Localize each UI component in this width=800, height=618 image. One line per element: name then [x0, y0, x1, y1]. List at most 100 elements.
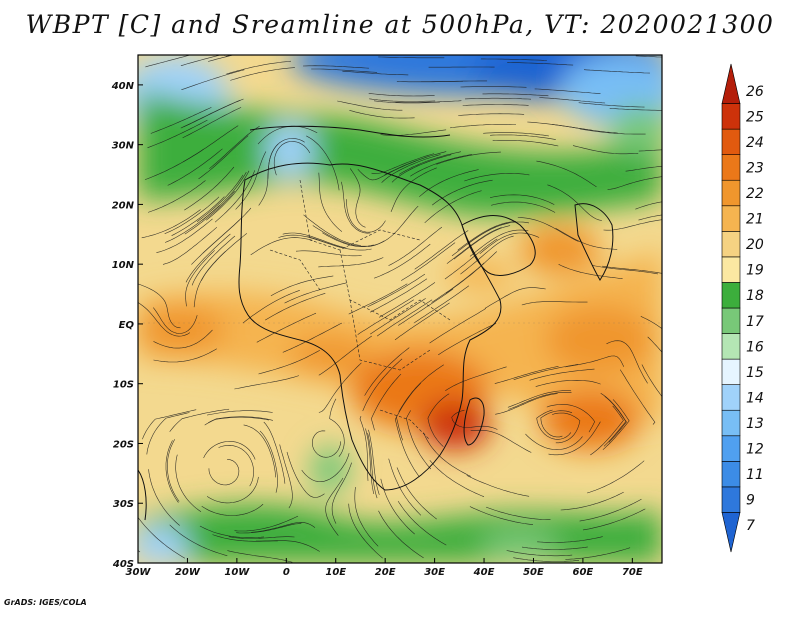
lon-tick-labels: 30W 20W 10W 0 10E 20E 30E 40E 50E 60E 70E: [126, 558, 643, 578]
streamline: [306, 135, 340, 191]
streamline: [230, 67, 295, 81]
streamline: [348, 503, 383, 559]
streamline: [485, 506, 551, 520]
streamline: [603, 219, 662, 231]
streamline: [147, 180, 206, 213]
colorbar-label: 17: [746, 314, 764, 330]
streamline: [451, 409, 498, 430]
colorbar-label: 16: [746, 339, 764, 355]
streamline: [427, 393, 450, 447]
streamline: [397, 500, 447, 546]
colorbar-swatch: [721, 63, 741, 104]
streamline: [191, 219, 241, 265]
colorbar-swatch: [721, 384, 741, 411]
colorbar-swatch: [721, 128, 741, 155]
streamline: [560, 491, 624, 511]
streamline: [395, 100, 462, 103]
streamline: [295, 250, 362, 257]
streamline: [555, 228, 618, 250]
streamline: [354, 487, 379, 547]
colorbar-swatch: [721, 512, 741, 553]
streamline: [399, 151, 461, 175]
streamline: [445, 366, 507, 392]
streamline: [583, 69, 650, 74]
streamline: [521, 301, 588, 306]
streamline: [368, 429, 380, 495]
streamline: [171, 196, 225, 236]
streamline: [346, 199, 386, 233]
lon-tick-label: 30E: [424, 567, 445, 578]
colorbar-label: 23: [746, 160, 764, 176]
streamline: [303, 214, 361, 246]
streamline: [258, 349, 320, 375]
streamline: [138, 516, 186, 559]
streamline: [414, 230, 469, 270]
streamline: [181, 69, 245, 90]
streamline: [625, 165, 662, 172]
streamline: [647, 336, 662, 353]
streamline: [421, 80, 488, 82]
streamline: [380, 129, 447, 136]
streamline: [429, 308, 486, 344]
streamline: [138, 302, 191, 337]
streamline: [167, 148, 223, 186]
grads-credit: GrADS: IGES/COLA: [4, 598, 87, 607]
streamline: [208, 459, 240, 486]
streamline: [152, 307, 198, 334]
streamline: [148, 469, 180, 526]
streamline: [199, 525, 265, 538]
streamline: [236, 523, 302, 534]
colorbar-label: 24: [746, 135, 764, 151]
streamline: [146, 412, 190, 455]
streamline: [167, 439, 180, 502]
colorbar-label: 26: [746, 84, 764, 100]
streamline: [507, 62, 574, 66]
streamline: [424, 190, 482, 224]
streamline: [357, 160, 417, 181]
colorbar-swatch: [721, 435, 741, 462]
streamline: [374, 243, 431, 279]
streamline: [602, 265, 662, 274]
streamline: [406, 410, 432, 470]
streamline: [263, 421, 286, 484]
streamline: [286, 451, 325, 498]
colorbar-swatch: [721, 154, 741, 181]
streamline: [365, 428, 375, 494]
colorbar-label: 19: [746, 263, 764, 279]
streamline: [453, 225, 511, 260]
streamline: [311, 68, 378, 73]
streamline: [207, 410, 273, 416]
streamline: [537, 536, 603, 543]
streamline: [279, 444, 293, 509]
streamline: [431, 262, 485, 303]
streamline: [312, 225, 374, 247]
streamline: [436, 151, 501, 165]
streamline: [193, 251, 226, 308]
streamline: [206, 476, 259, 504]
streamline: [446, 227, 502, 264]
streamline: [490, 194, 555, 205]
streamline: [180, 99, 241, 129]
colorbar-label: 9: [746, 493, 755, 509]
streamline: [348, 283, 408, 315]
streamline: [460, 86, 527, 88]
lon-tick-label: 40E: [473, 567, 495, 578]
streamline: [552, 412, 581, 444]
streamline: [483, 132, 550, 137]
streamline: [635, 201, 662, 210]
streamline: [590, 405, 624, 456]
plot-frame: [137, 54, 663, 564]
streamline: [398, 364, 444, 413]
streamline: [429, 460, 485, 497]
streamline: [482, 93, 549, 97]
streamline: [370, 373, 402, 431]
streamline: [357, 299, 414, 335]
streamline: [214, 170, 256, 223]
colorbar-swatch: [721, 179, 741, 207]
lon-tick-label: 0: [283, 567, 290, 578]
streamline: [479, 232, 540, 255]
lat-tick-label: 30N: [112, 141, 135, 152]
colorbar-label: 12: [746, 442, 764, 458]
streamline: [606, 340, 648, 384]
streamline: [579, 498, 642, 522]
